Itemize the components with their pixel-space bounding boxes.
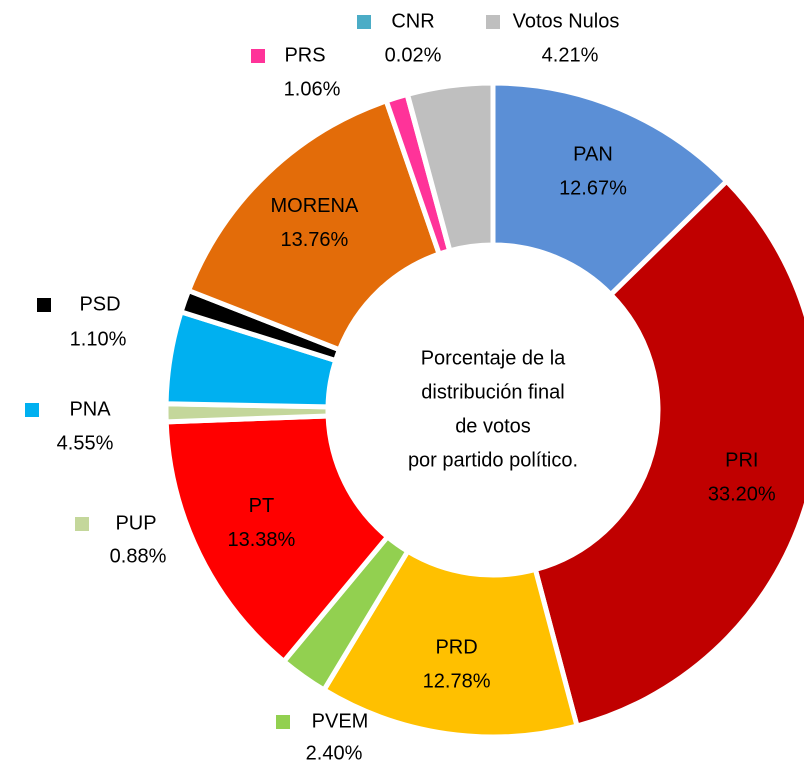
slice-name: CNR: [391, 10, 434, 32]
legend-swatch: [276, 715, 290, 729]
slice-label: 13.38%: [228, 529, 296, 551]
slice-label: 12.78%: [423, 671, 491, 693]
slice: [185, 97, 443, 353]
slice-name: PUP: [115, 512, 156, 534]
legend-swatch: [357, 15, 371, 29]
slice: [532, 177, 804, 730]
center-text: de votos: [455, 415, 531, 437]
legend-swatch: [75, 517, 89, 531]
slice-label: 4.21%: [542, 44, 599, 66]
slice-name: PAN: [573, 143, 613, 165]
slice-name: PNA: [69, 398, 111, 420]
slice: [490, 80, 731, 299]
legend-swatch: [251, 49, 265, 63]
slice-name: Votos Nulos: [513, 10, 620, 32]
center-text: Porcentaje de la: [421, 347, 566, 369]
slice-label: 12.67%: [559, 177, 627, 199]
slice-label: 33.20%: [708, 484, 776, 506]
slice-name: MORENA: [271, 195, 359, 217]
slice: [404, 80, 496, 254]
slice-name: PVEM: [312, 710, 369, 732]
slice-name: PRI: [725, 450, 758, 472]
slice-label: 0.02%: [385, 44, 442, 66]
slice: [163, 413, 391, 665]
slice-label: 13.76%: [280, 229, 348, 251]
center-text: distribución final: [421, 381, 564, 403]
slice-label: 2.40%: [306, 742, 363, 764]
slice: [320, 547, 581, 740]
slice-name: PRD: [435, 637, 477, 659]
legend-swatch: [25, 403, 39, 417]
slice-label: 0.88%: [110, 545, 167, 567]
slice-name: PSD: [79, 293, 120, 315]
legend-swatch: [486, 15, 500, 29]
slice-label: 1.06%: [284, 78, 341, 100]
center-text: por partido político.: [408, 449, 578, 471]
slice-name: PT: [249, 495, 275, 517]
slice-label: 4.55%: [57, 432, 114, 454]
slice-label: 1.10%: [70, 328, 127, 350]
slice-name: PRS: [284, 44, 325, 66]
legend-swatch: [37, 298, 51, 312]
